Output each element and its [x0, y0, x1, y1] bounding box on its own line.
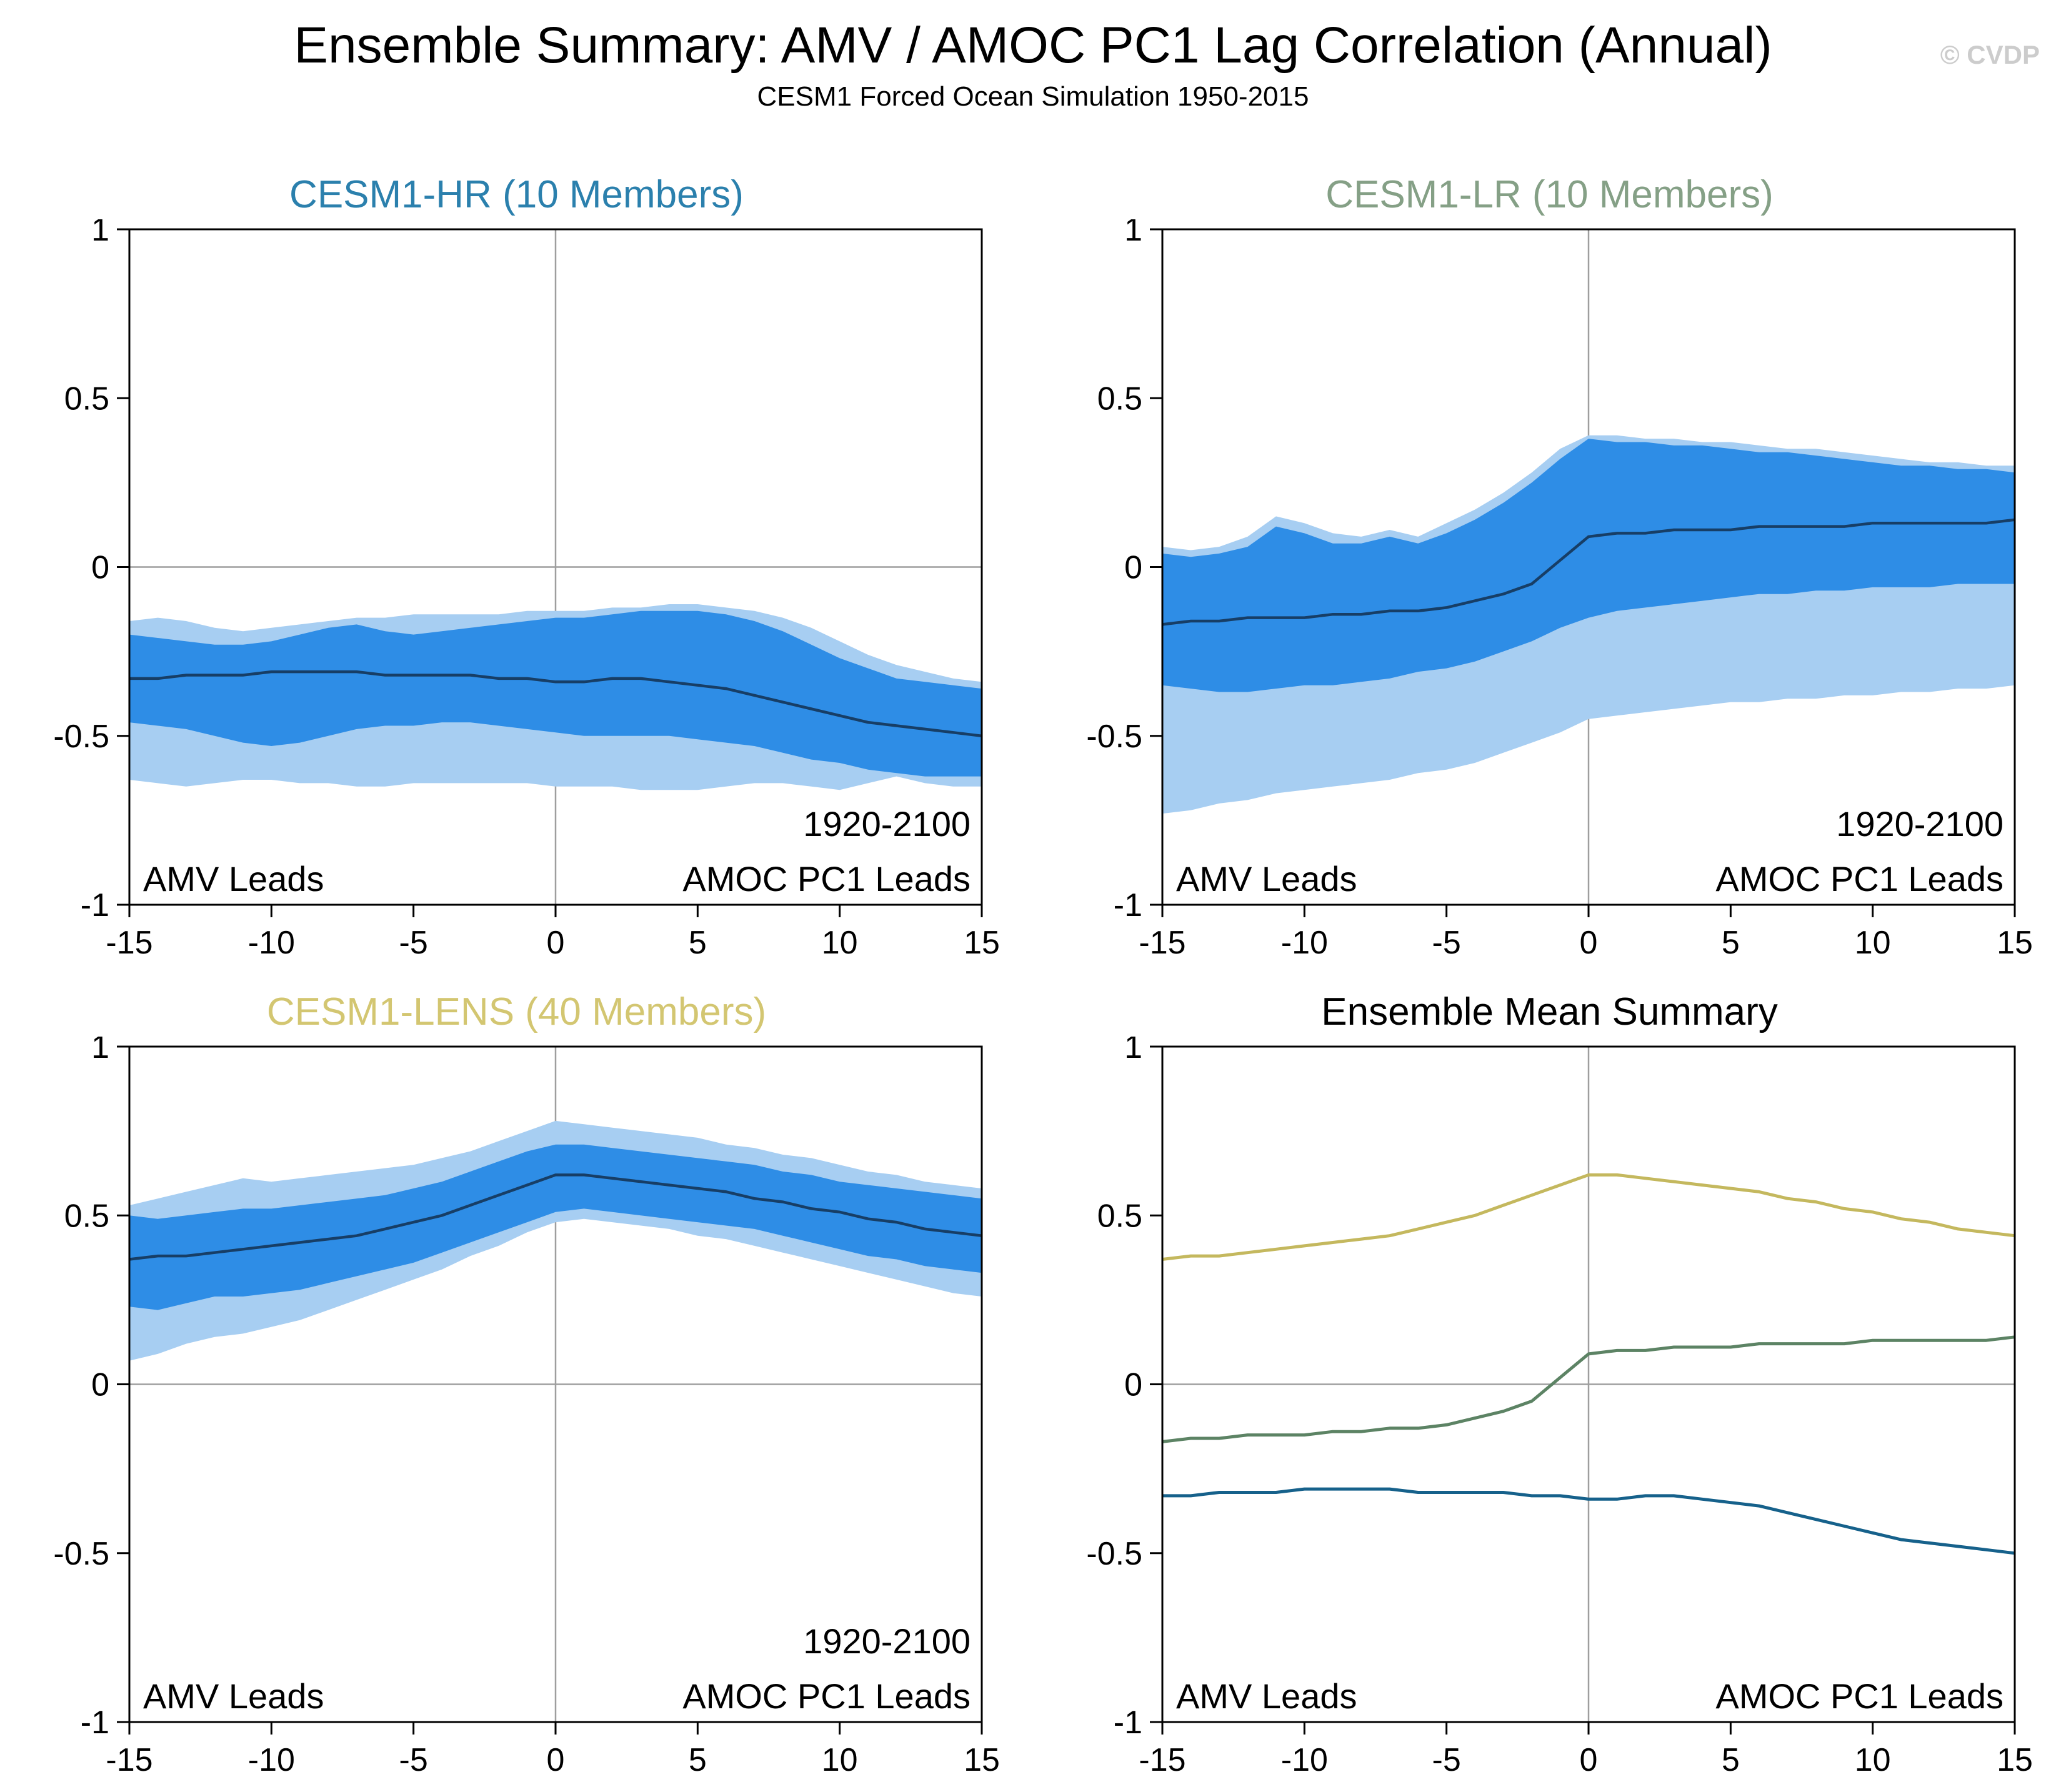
cvdp-watermark: © CVDP	[1940, 40, 2040, 69]
inner-range-band	[1162, 439, 2015, 692]
x-axis-tick-label: 10	[821, 925, 857, 961]
x-axis-tick-label: 5	[688, 1742, 706, 1778]
y-axis-tick-label: -0.5	[53, 719, 109, 755]
inner-range-band	[129, 1144, 982, 1310]
x-axis-tick-label: 0	[546, 1742, 564, 1778]
x-axis-tick-label: 10	[1854, 925, 1890, 961]
y-axis-tick-label: -0.5	[1086, 719, 1142, 755]
y-axis-tick-label: 0.5	[1097, 381, 1142, 417]
y-axis-tick-label: -0.5	[1086, 1536, 1142, 1572]
ensemble-mean-line	[129, 670, 982, 738]
y-axis-tick-label: 1	[1124, 1037, 1142, 1065]
panel-title-cesm1-lr: CESM1-LR (10 Members)	[1325, 173, 1774, 216]
y-axis-tick-label: 0.5	[64, 1198, 109, 1234]
y-axis-tick-label: -1	[1113, 1705, 1142, 1741]
x-axis-tick-label: -5	[1432, 925, 1460, 961]
inner-range-band	[129, 610, 982, 777]
amoc-pc1-leads-label: AMOC PC1 Leads	[682, 1676, 971, 1716]
x-axis-tick-label: 15	[964, 925, 1000, 961]
panel-ensemble-mean-summary: Ensemble Mean Summary -15 -10 -5 0 5 10 15 1 0.5…	[1033, 990, 2066, 1790]
period-label: 1920-2100	[1836, 804, 2004, 844]
lag-correlation-plot-cesm1-lens: -15 -10 -5 0 5 10 15 1 0.5 0 -0.5 -1 AMV Leads AMOC P…	[53, 1037, 1000, 1778]
x-axis-tick-label: -15	[1139, 1742, 1185, 1778]
x-axis-tick-label: 5	[1721, 925, 1739, 961]
y-axis-tick-label: -1	[1113, 887, 1142, 923]
figure-subtitle: CESM1 Forced Ocean Simulation 1950-2015	[757, 81, 1309, 112]
y-axis-tick-label: 0	[91, 550, 109, 586]
y-axis-tick-label: 0	[1124, 550, 1142, 586]
x-axis-tick-label: -10	[247, 1742, 294, 1778]
x-axis-tick-label: 5	[688, 925, 706, 961]
period-label: 1920-2100	[803, 804, 971, 844]
ensemble-mean-line	[1162, 518, 2015, 626]
x-axis-tick-label: -15	[106, 1742, 152, 1778]
x-axis-tick-label: -5	[399, 925, 427, 961]
amv-leads-label: AMV Leads	[1176, 859, 1357, 898]
x-axis-tick-label: -15	[106, 925, 152, 961]
x-axis-tick-label: 10	[821, 1742, 857, 1778]
lag-correlation-plot-summary: -15 -10 -5 0 5 10 15 1 0.5 0 -0.5 -1 AMV Leads AMOC P…	[1086, 1037, 2033, 1778]
amoc-pc1-leads-label: AMOC PC1 Leads	[1715, 859, 2004, 898]
panel-cesm1-lr: CESM1-LR (10 Members) -15 -10 -5 0 5 10 15 1 0.5…	[1033, 172, 2066, 972]
y-axis-tick-label: 0	[1124, 1367, 1142, 1403]
amv-leads-label: AMV Leads	[1176, 1676, 1357, 1716]
y-axis-tick-label: -0.5	[53, 1536, 109, 1572]
x-axis-tick-label: 10	[1854, 1742, 1890, 1778]
y-axis-tick-label: 0.5	[1097, 1198, 1142, 1234]
x-axis-tick-label: 0	[1579, 1742, 1597, 1778]
x-axis-tick-label: 5	[1721, 1742, 1739, 1778]
x-axis-tick-label: -10	[1280, 1742, 1327, 1778]
y-axis-tick-label: -1	[80, 887, 109, 923]
amv-leads-label: AMV Leads	[143, 1676, 324, 1716]
x-axis-tick-label: 0	[546, 925, 564, 961]
y-axis-tick-label: 0	[91, 1367, 109, 1403]
period-label: 1920-2100	[803, 1621, 971, 1661]
summary-mean-line-cesm1-hr	[1162, 1487, 2015, 1555]
summary-mean-line-cesm1-lens	[1162, 1173, 2015, 1261]
panel-title-ensemble-mean-summary: Ensemble Mean Summary	[1321, 990, 1778, 1033]
y-axis-tick-label: -1	[80, 1705, 109, 1741]
x-axis-tick-label: 0	[1579, 925, 1597, 961]
ensemble-mean-line	[129, 1173, 982, 1261]
amoc-pc1-leads-label: AMOC PC1 Leads	[1715, 1676, 2004, 1716]
panel-grid: CESM1-HR (10 Members) -15 -10 -5 0 5 10 15 1 0.5…	[0, 172, 2066, 1790]
panel-cesm1-hr: CESM1-HR (10 Members) -15 -10 -5 0 5 10 15 1 0.5…	[0, 172, 1033, 972]
y-axis-tick-label: 0.5	[64, 381, 109, 417]
x-axis-tick-label: 15	[1997, 925, 2033, 961]
summary-mean-line-cesm1-lr	[1162, 1335, 2015, 1443]
figure-title: Ensemble Summary: AMV / AMOC PC1 Lag Cor…	[294, 17, 1772, 74]
x-axis-tick-label: -10	[247, 925, 294, 961]
x-axis-tick-label: -15	[1139, 925, 1185, 961]
x-axis-tick-label: -5	[399, 1742, 427, 1778]
amoc-pc1-leads-label: AMOC PC1 Leads	[682, 859, 971, 898]
x-axis-tick-label: 15	[964, 1742, 1000, 1778]
y-axis-tick-label: 1	[91, 1037, 109, 1065]
y-axis-tick-label: 1	[91, 219, 109, 248]
lag-correlation-plot-cesm1-hr: -15 -10 -5 0 5 10 15 1 0.5 0 -0.5 -1 AMV Leads AMOC P…	[53, 219, 1000, 961]
lag-correlation-plot-cesm1-lr: -15 -10 -5 0 5 10 15 1 0.5 0 -0.5 -1 AMV Leads AMOC P…	[1086, 219, 2033, 961]
figure-header: Ensemble Summary: AMV / AMOC PC1 Lag Cor…	[0, 0, 2066, 112]
x-axis-tick-label: -5	[1432, 1742, 1460, 1778]
panel-title-cesm1-hr: CESM1-HR (10 Members)	[289, 173, 744, 216]
y-axis-tick-label: 1	[1124, 219, 1142, 248]
x-axis-tick-label: 15	[1997, 1742, 2033, 1778]
panel-cesm1-lens: CESM1-LENS (40 Members) -15 -10 -5 0 5 10 15 1 0…	[0, 990, 1033, 1790]
amv-leads-label: AMV Leads	[143, 859, 324, 898]
panel-title-cesm1-lens: CESM1-LENS (40 Members)	[266, 990, 767, 1033]
x-axis-tick-label: -10	[1280, 925, 1327, 961]
